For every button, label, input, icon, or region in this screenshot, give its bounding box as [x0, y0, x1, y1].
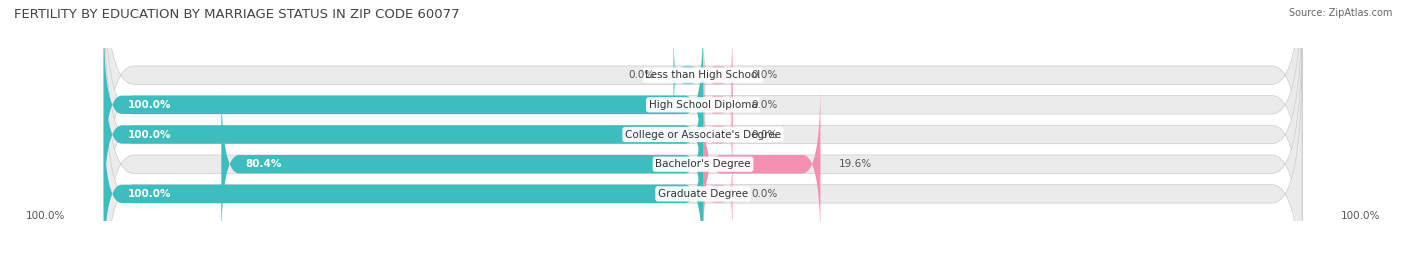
FancyBboxPatch shape [104, 25, 1302, 269]
Text: 0.0%: 0.0% [751, 70, 778, 80]
FancyBboxPatch shape [703, 84, 821, 244]
Text: 100.0%: 100.0% [128, 189, 172, 199]
Text: 100.0%: 100.0% [27, 211, 66, 221]
FancyBboxPatch shape [221, 84, 703, 244]
Text: High School Diploma: High School Diploma [648, 100, 758, 110]
Text: 19.6%: 19.6% [838, 159, 872, 169]
Text: 0.0%: 0.0% [628, 70, 655, 80]
FancyBboxPatch shape [104, 0, 1302, 269]
FancyBboxPatch shape [703, 144, 733, 244]
FancyBboxPatch shape [104, 55, 1302, 269]
FancyBboxPatch shape [703, 25, 733, 125]
FancyBboxPatch shape [104, 55, 703, 214]
Legend: Married, Unmarried: Married, Unmarried [628, 268, 778, 269]
Text: Bachelor's Degree: Bachelor's Degree [655, 159, 751, 169]
Text: 0.0%: 0.0% [751, 129, 778, 140]
FancyBboxPatch shape [703, 55, 733, 155]
Text: 100.0%: 100.0% [128, 100, 172, 110]
Text: FERTILITY BY EDUCATION BY MARRIAGE STATUS IN ZIP CODE 60077: FERTILITY BY EDUCATION BY MARRIAGE STATU… [14, 8, 460, 21]
Text: 100.0%: 100.0% [1340, 211, 1379, 221]
Text: 100.0%: 100.0% [128, 129, 172, 140]
Text: College or Associate's Degree: College or Associate's Degree [626, 129, 780, 140]
FancyBboxPatch shape [104, 0, 1302, 244]
Text: Graduate Degree: Graduate Degree [658, 189, 748, 199]
FancyBboxPatch shape [104, 0, 1302, 214]
Text: Source: ZipAtlas.com: Source: ZipAtlas.com [1288, 8, 1392, 18]
FancyBboxPatch shape [104, 114, 703, 269]
FancyBboxPatch shape [703, 84, 733, 185]
Text: Less than High School: Less than High School [645, 70, 761, 80]
FancyBboxPatch shape [673, 25, 703, 125]
FancyBboxPatch shape [104, 25, 703, 185]
Text: 0.0%: 0.0% [751, 189, 778, 199]
Text: 80.4%: 80.4% [245, 159, 281, 169]
Text: 0.0%: 0.0% [751, 100, 778, 110]
